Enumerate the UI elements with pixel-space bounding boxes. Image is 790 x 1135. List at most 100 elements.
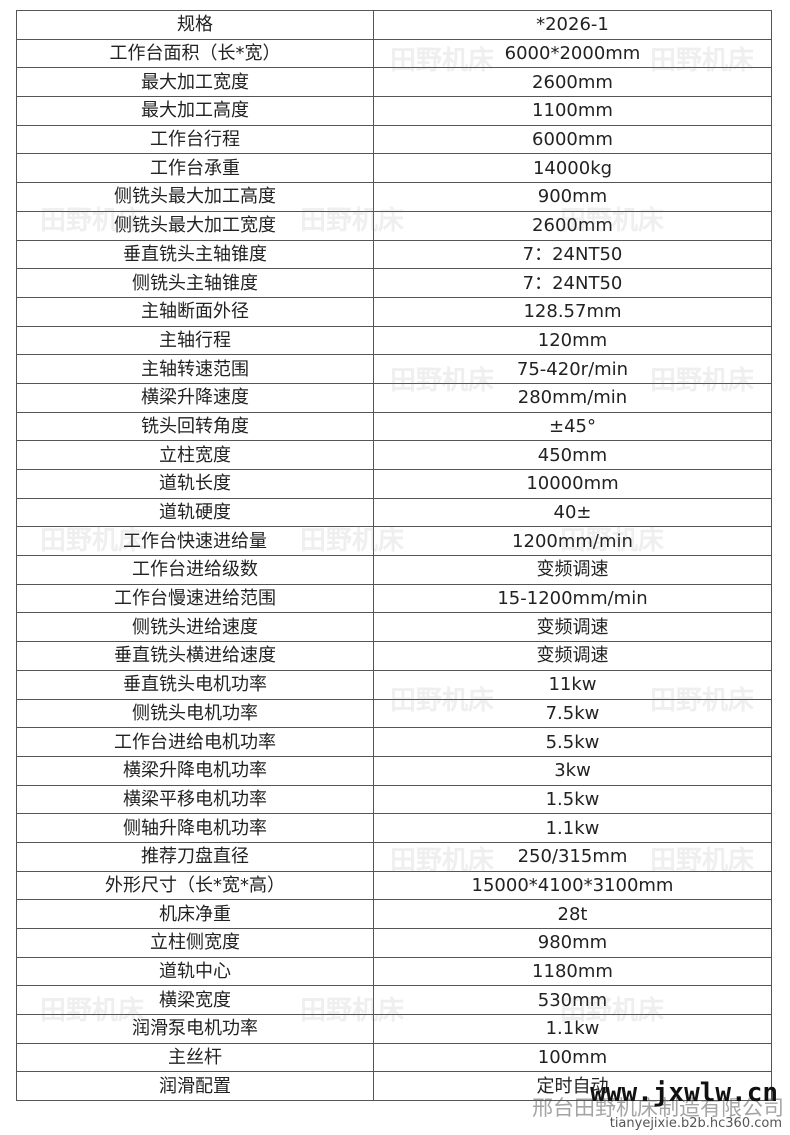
spec-row: 立柱宽度 450mm [16, 440, 772, 470]
spec-row: 工作台快速进给量 1200mm/min [16, 526, 772, 557]
spec-value: 100mm [373, 1042, 772, 1073]
spec-value: 1.1kw [373, 1014, 772, 1044]
spec-value: 1.1kw [373, 813, 772, 843]
spec-row: 外形尺寸（长*宽*高） 15000*4100*3100mm [16, 870, 772, 901]
spec-value: 1.5kw [373, 784, 772, 815]
spec-row: 道轨硬度 40± [16, 497, 772, 528]
spec-name: 侧铣头电机功率 [16, 698, 374, 729]
spec-row: 推荐刀盘直径 250/315mm [16, 841, 772, 872]
spec-row: 主丝杆 100mm [16, 1042, 772, 1073]
spec-value: 14000kg [373, 153, 772, 184]
spec-name: 工作台承重 [16, 153, 374, 184]
spec-value: 75-420r/min [373, 354, 772, 384]
spec-row: 工作台进给级数 变频调速 [16, 555, 772, 585]
spec-name: 横梁升降电机功率 [16, 755, 374, 786]
spec-row: 侧铣头进给速度 变频调速 [16, 612, 772, 643]
spec-name: 立柱宽度 [16, 440, 374, 470]
spec-row: 侧铣头主轴锥度 7：24NT50 [16, 268, 772, 298]
spec-name: 润滑泵电机功率 [16, 1014, 374, 1044]
spec-value: 3kw [373, 755, 772, 786]
spec-row: 侧铣头最大加工高度 900mm [16, 182, 772, 212]
spec-value: 28t [373, 899, 772, 929]
url-watermark: tianyejixie.b2b.hc360.com [609, 1116, 782, 1131]
spec-name: 工作台慢速进给范围 [16, 583, 374, 614]
spec-value: 变频调速 [373, 641, 772, 671]
company-watermark: 邢台田野机床制造有限公司 [532, 1096, 784, 1120]
spec-row: 侧铣头最大加工宽度 2600mm [16, 210, 772, 241]
spec-row: 横梁平移电机功率 1.5kw [16, 784, 772, 815]
spec-value: ±45° [373, 411, 772, 442]
spec-name: 主轴行程 [16, 325, 374, 356]
spec-row: 机床净重 28t [16, 899, 772, 929]
spec-value: 250/315mm [373, 841, 772, 872]
spec-value: 定时自动 [373, 1071, 772, 1102]
spec-row: 润滑配置 定时自动 [16, 1071, 772, 1102]
spec-name: 侧铣头进给速度 [16, 612, 374, 643]
spec-value: 7.5kw [373, 698, 772, 729]
spec-row: 工作台慢速进给范围 15-1200mm/min [16, 583, 772, 614]
spec-name: 主丝杆 [16, 1042, 374, 1073]
spec-name: 侧铣头主轴锥度 [16, 268, 374, 298]
spec-value: 280mm/min [373, 382, 772, 413]
spec-value: 2600mm [373, 210, 772, 241]
spec-row: 侧铣头电机功率 7.5kw [16, 698, 772, 729]
spec-value: 6000mm [373, 124, 772, 155]
spec-row: 最大加工宽度 2600mm [16, 67, 772, 98]
spec-value: 530mm [373, 985, 772, 1016]
spec-name: 侧轴升降电机功率 [16, 813, 374, 843]
spec-row: 道轨中心 1180mm [16, 956, 772, 987]
spec-name: 规格 [16, 10, 374, 40]
spec-name: 横梁平移电机功率 [16, 784, 374, 815]
spec-row: 主轴转速范围 75-420r/min [16, 354, 772, 384]
spec-row: 侧轴升降电机功率 1.1kw [16, 813, 772, 843]
spec-value: 2600mm [373, 67, 772, 98]
spec-row: 工作台行程 6000mm [16, 124, 772, 155]
spec-value: 5.5kw [373, 727, 772, 757]
spec-row: 工作台承重 14000kg [16, 153, 772, 184]
spec-row: 规格 *2026-1 [16, 10, 772, 40]
spec-name: 主轴转速范围 [16, 354, 374, 384]
spec-row: 垂直铣头电机功率 11kw [16, 669, 772, 700]
spec-name: 机床净重 [16, 899, 374, 929]
spec-value: 980mm [373, 928, 772, 958]
spec-name: 工作台快速进给量 [16, 526, 374, 557]
spec-value: 7：24NT50 [373, 268, 772, 298]
spec-name: 工作台行程 [16, 124, 374, 155]
spec-name: 工作台进给级数 [16, 555, 374, 585]
spec-row: 工作台进给电机功率 5.5kw [16, 727, 772, 757]
spec-row: 润滑泵电机功率 1.1kw [16, 1014, 772, 1044]
spec-name: 横梁宽度 [16, 985, 374, 1016]
spec-name: 外形尺寸（长*宽*高） [16, 870, 374, 901]
spec-name: 垂直铣头主轴锥度 [16, 239, 374, 270]
spec-row: 横梁升降速度 280mm/min [16, 382, 772, 413]
spec-value: *2026-1 [373, 10, 772, 40]
spec-name: 道轨硬度 [16, 497, 374, 528]
site-watermark: www.jxwlw.cn [590, 1078, 778, 1108]
spec-value: 10000mm [373, 469, 772, 499]
spec-name: 横梁升降速度 [16, 382, 374, 413]
spec-value: 1180mm [373, 956, 772, 987]
spec-table: 规格 *2026-1 工作台面积（长*宽） 6000*2000mm 最大加工宽度 2600… [16, 10, 772, 1102]
spec-name: 最大加工宽度 [16, 67, 374, 98]
spec-row: 铣头回转角度 ±45° [16, 411, 772, 442]
spec-value: 128.57mm [373, 296, 772, 327]
spec-value: 1100mm [373, 96, 772, 126]
spec-name: 推荐刀盘直径 [16, 841, 374, 872]
spec-name: 工作台进给电机功率 [16, 727, 374, 757]
spec-value: 1200mm/min [373, 526, 772, 557]
spec-name: 侧铣头最大加工宽度 [16, 210, 374, 241]
spec-name: 立柱侧宽度 [16, 928, 374, 958]
spec-name: 主轴断面外径 [16, 296, 374, 327]
spec-row: 主轴行程 120mm [16, 325, 772, 356]
spec-value: 7：24NT50 [373, 239, 772, 270]
spec-name: 垂直铣头电机功率 [16, 669, 374, 700]
spec-value: 40± [373, 497, 772, 528]
spec-name: 工作台面积（长*宽） [16, 38, 374, 69]
spec-row: 立柱侧宽度 980mm [16, 928, 772, 958]
spec-name: 润滑配置 [16, 1071, 374, 1102]
spec-name: 垂直铣头横进给速度 [16, 641, 374, 671]
spec-row: 道轨长度 10000mm [16, 469, 772, 499]
spec-row: 垂直铣头主轴锥度 7：24NT50 [16, 239, 772, 270]
spec-row: 工作台面积（长*宽） 6000*2000mm [16, 38, 772, 69]
spec-row: 横梁宽度 530mm [16, 985, 772, 1016]
